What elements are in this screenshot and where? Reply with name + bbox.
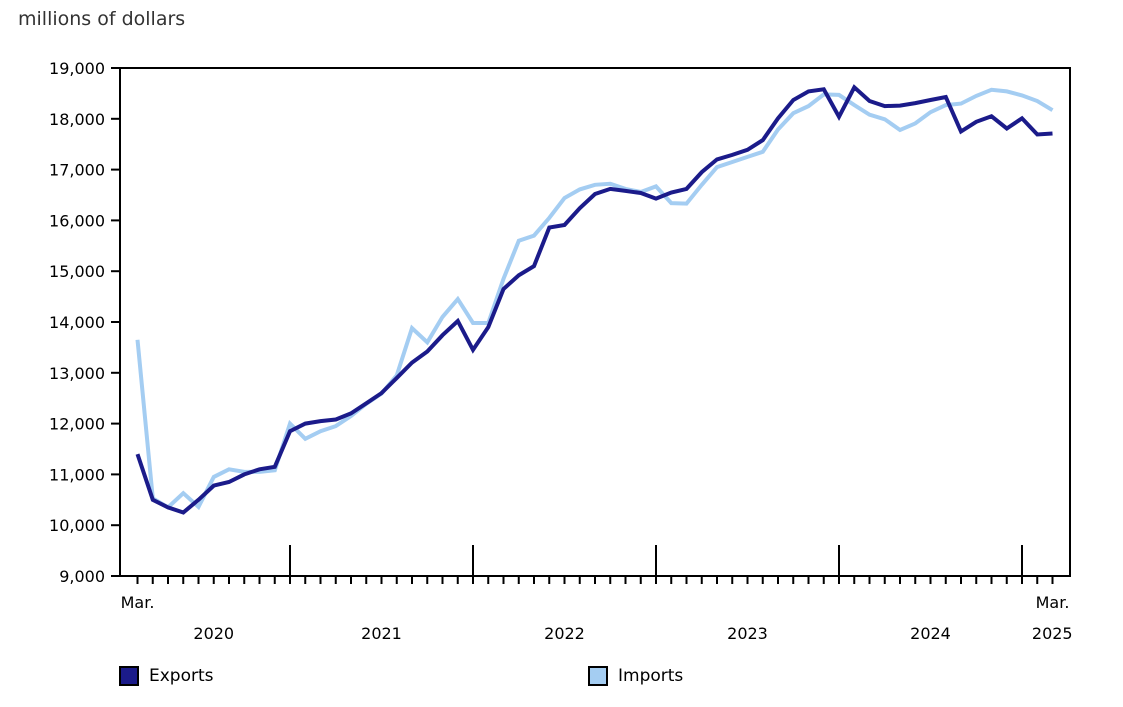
legend-label-exports: Exports [149, 666, 214, 686]
y-axis-label: 19,000 [49, 59, 105, 78]
y-axis-label: 14,000 [49, 313, 105, 332]
chart-legend: Exports Imports [0, 662, 1123, 694]
imports-swatch-icon [588, 666, 608, 686]
plot-frame [119, 67, 1071, 577]
legend-item-exports: Exports [119, 662, 214, 690]
y-axis-label: 12,000 [49, 415, 105, 434]
y-axis-label: 9,000 [59, 567, 105, 586]
y-axis-label: 11,000 [49, 465, 105, 484]
y-axis-label: 18,000 [49, 110, 105, 129]
x-axis-year-label: 2025 [1032, 624, 1073, 643]
y-axis-label: 16,000 [49, 211, 105, 230]
x-axis-year-label: 2024 [910, 624, 951, 643]
legend-item-imports: Imports [588, 662, 683, 690]
exports-swatch-icon [119, 666, 139, 686]
series-line-imports [135, 87, 1054, 511]
x-axis-start-label: Mar. [121, 593, 155, 612]
x-axis-end-label: Mar. [1036, 593, 1070, 612]
x-axis-year-label: 2020 [193, 624, 234, 643]
x-axis-year-label: 2022 [544, 624, 585, 643]
x-axis-year-label: 2023 [727, 624, 768, 643]
x-axis-year-label: 2021 [361, 624, 402, 643]
series-line-exports [135, 84, 1053, 515]
y-axis-label: 17,000 [49, 161, 105, 180]
y-axis-label: 10,000 [49, 516, 105, 535]
y-axis-label: 13,000 [49, 364, 105, 383]
line-chart-plot: 9,000 10,000 11,000 12,000 13,000 14,000 15,00… [49, 59, 1073, 643]
chart-title: millions of dollars [18, 8, 186, 30]
legend-label-imports: Imports [618, 666, 684, 686]
y-axis-label: 15,000 [49, 262, 105, 281]
